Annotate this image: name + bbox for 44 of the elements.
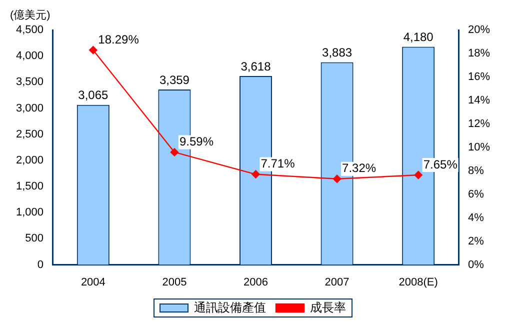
y-tick-label: 1,500 [16, 180, 44, 193]
y-tick-label: 1,000 [16, 206, 44, 219]
y-tick-label: 4,500 [16, 24, 44, 36]
y-tick-label: 2,000 [16, 154, 44, 166]
y-tick-label: 0 [37, 258, 44, 271]
y2-tick-label: 18% [468, 48, 490, 60]
x-tick-label: 2004 [80, 276, 106, 288]
legend-label: 成長率 [310, 300, 346, 314]
y2-tick-label: 10% [468, 141, 490, 154]
y2-tick-label: 0% [468, 258, 484, 271]
data-label: 18.29% [98, 32, 140, 46]
x-tick-label: 2005 [162, 276, 187, 288]
legend-label: 通訊設備產值 [194, 300, 266, 314]
data-label: 7.71% [260, 156, 296, 171]
data-label: 7.32% [342, 161, 376, 176]
data-label: 3,618 [240, 59, 272, 74]
point [252, 170, 260, 178]
data-label: 3,883 [322, 46, 352, 60]
data-label: 4,180 [403, 30, 434, 44]
y2-tick-label: 2% [468, 235, 484, 248]
y2-tick-label: 4% [468, 212, 484, 224]
point [89, 46, 98, 54]
point [414, 170, 422, 180]
x-tick-label: 2008(E) [398, 276, 438, 288]
y2-tick-label: 20% [468, 24, 490, 36]
y2-tick-label: 12% [468, 118, 490, 130]
data-label: 3,359 [159, 72, 190, 87]
data-label: 3,065 [78, 88, 109, 102]
y-tick-label: 2,500 [16, 128, 44, 140]
x-tick-label: 2007 [324, 276, 350, 288]
point [332, 174, 342, 183]
y-tick-label: 3,000 [16, 102, 44, 114]
y2-tick-label: 8% [468, 164, 484, 177]
y-tick-label: 3,500 [16, 76, 44, 88]
y-tick-label: 500 [25, 232, 44, 245]
y2-tick-label: 14% [468, 94, 490, 106]
y2-tick-label: 16% [468, 70, 490, 83]
data-label: 9.59% [179, 134, 214, 149]
y-tick-label: 4,000 [16, 50, 44, 62]
y2-tick-label: 6% [468, 188, 484, 200]
x-tick-label: 2006 [244, 276, 268, 288]
point [170, 148, 179, 156]
y-axis-title: (億美元) [10, 8, 50, 22]
data-label: 7.65% [423, 157, 458, 172]
